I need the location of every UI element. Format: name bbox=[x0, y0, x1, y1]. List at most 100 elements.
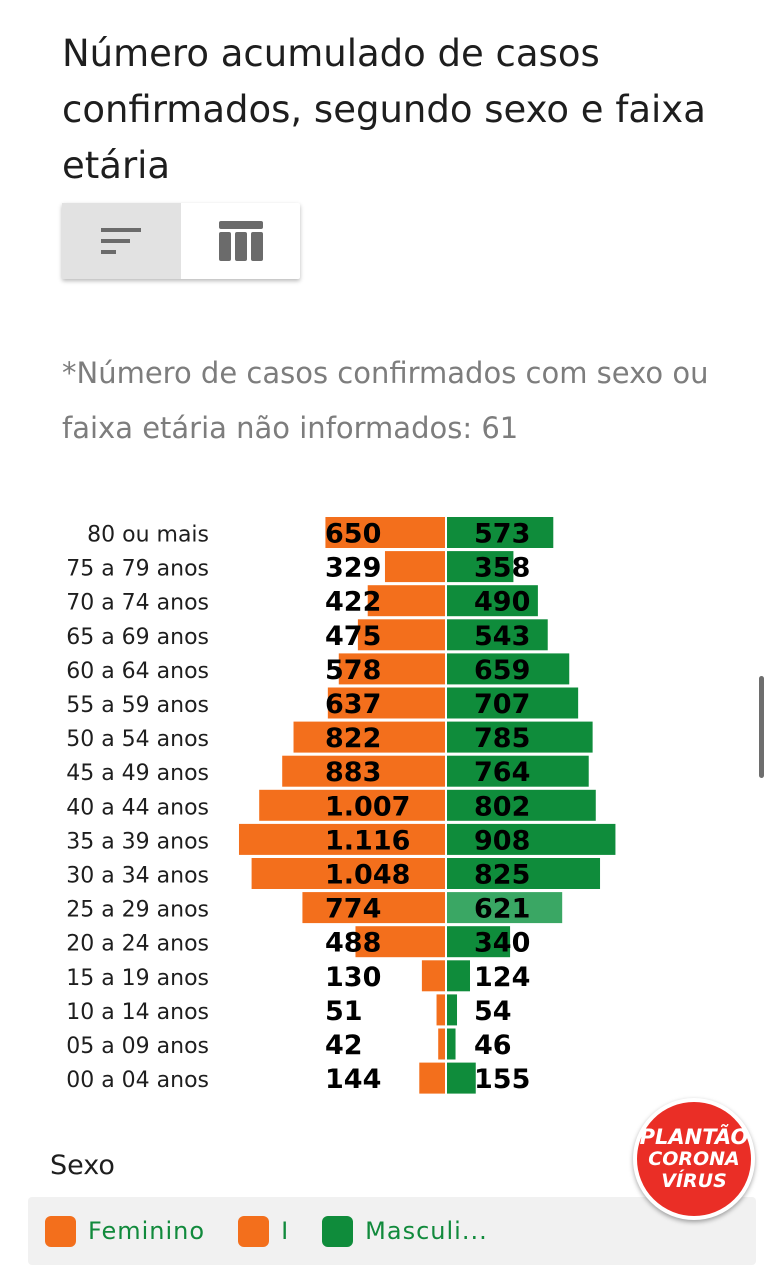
bar-feminino bbox=[302, 892, 446, 924]
age-group-label: 50 a 54 anos bbox=[66, 727, 209, 752]
view-toggle bbox=[62, 203, 300, 279]
bar-masculino bbox=[447, 721, 593, 753]
bar-feminino bbox=[436, 994, 446, 1026]
data-label-feminino: 42 bbox=[325, 1030, 363, 1061]
bar-masculino bbox=[447, 926, 511, 958]
table-view-button[interactable] bbox=[181, 203, 300, 279]
bar-masculino bbox=[447, 687, 579, 719]
data-label-feminino: 329 bbox=[325, 553, 381, 584]
data-label-feminino: 1.116 bbox=[325, 825, 410, 856]
data-label-masculino: 764 bbox=[474, 757, 530, 788]
data-label-masculino: 707 bbox=[474, 689, 530, 720]
age-group-label: 15 a 19 anos bbox=[66, 966, 209, 991]
bar-feminino bbox=[327, 687, 446, 719]
bar-masculino bbox=[447, 994, 458, 1026]
data-label-masculino: 908 bbox=[474, 825, 530, 856]
legend-item-i[interactable]: I bbox=[238, 1215, 290, 1247]
bar-feminino bbox=[357, 619, 446, 651]
age-group-label: 60 a 64 anos bbox=[66, 659, 209, 684]
bar-feminino bbox=[419, 1062, 446, 1094]
age-group-label: 80 ou mais bbox=[87, 523, 209, 548]
bar-masculino bbox=[447, 619, 548, 651]
age-group-label: 45 a 49 anos bbox=[66, 761, 209, 786]
bar-feminino bbox=[238, 823, 446, 855]
bar-feminino bbox=[282, 755, 446, 787]
data-label-feminino: 51 bbox=[325, 996, 363, 1027]
data-label-masculino: 543 bbox=[474, 621, 530, 652]
bar-chart-icon bbox=[100, 228, 141, 254]
bar-feminino bbox=[384, 551, 446, 583]
bar-masculino bbox=[447, 789, 596, 821]
bar-masculino bbox=[447, 585, 538, 617]
data-label-masculino: 54 bbox=[474, 996, 512, 1027]
badge-line-1: PLANTÃO bbox=[639, 1125, 749, 1149]
legend: Feminino I Masculi... bbox=[28, 1197, 756, 1265]
data-label-masculino: 785 bbox=[474, 723, 530, 754]
age-group-label: 25 a 29 anos bbox=[66, 898, 209, 923]
data-label-masculino: 358 bbox=[474, 553, 530, 584]
data-label-feminino: 1.007 bbox=[325, 791, 410, 822]
data-label-masculino: 340 bbox=[474, 928, 530, 959]
bar-feminino bbox=[367, 585, 446, 617]
bar-masculino bbox=[447, 551, 514, 583]
legend-item-masculino[interactable]: Masculi... bbox=[322, 1215, 488, 1247]
data-label-feminino: 488 bbox=[325, 928, 381, 959]
bar-masculino bbox=[447, 892, 563, 924]
badge-line-2: CORONA bbox=[648, 1148, 740, 1170]
bar-masculino bbox=[447, 1028, 456, 1060]
population-pyramid-chart: 80 ou mais 650 573 75 a 79 anos 329 358 70 a 7… bbox=[66, 515, 616, 1097]
scrollbar[interactable] bbox=[759, 676, 764, 778]
bar-feminino bbox=[421, 960, 446, 992]
bar-masculino bbox=[447, 858, 601, 889]
age-group-label: 10 a 14 anos bbox=[66, 1000, 209, 1025]
bar-feminino bbox=[259, 789, 446, 821]
data-label-feminino: 637 bbox=[325, 689, 381, 720]
missing-data-note: *Número de casos confirmados com sexo ou… bbox=[62, 356, 709, 445]
data-label-masculino: 573 bbox=[474, 519, 530, 550]
bar-masculino bbox=[447, 517, 554, 548]
data-label-masculino: 802 bbox=[474, 791, 530, 822]
bar-feminino bbox=[338, 653, 446, 685]
legend-item-feminino[interactable]: Feminino bbox=[45, 1215, 206, 1247]
age-group-label: 65 a 69 anos bbox=[66, 625, 209, 650]
data-label-feminino: 774 bbox=[325, 894, 381, 925]
data-label-feminino: 822 bbox=[325, 723, 381, 754]
data-label-feminino: 144 bbox=[325, 1064, 381, 1095]
bar-feminino bbox=[325, 517, 446, 548]
legend-swatch bbox=[322, 1215, 354, 1247]
data-label-feminino: 578 bbox=[325, 655, 381, 686]
table-icon bbox=[218, 221, 263, 261]
bar-masculino bbox=[447, 960, 471, 992]
bar-feminino bbox=[293, 721, 446, 753]
bar-feminino bbox=[251, 858, 446, 889]
legend-swatch bbox=[45, 1215, 76, 1247]
age-group-label: 40 a 44 anos bbox=[66, 795, 209, 820]
data-label-masculino: 155 bbox=[474, 1064, 530, 1095]
age-group-label: 30 a 34 anos bbox=[66, 864, 209, 889]
bar-masculino bbox=[447, 755, 589, 787]
data-label-masculino: 621 bbox=[474, 894, 530, 925]
age-group-label: 05 a 09 anos bbox=[66, 1034, 209, 1059]
data-label-masculino: 490 bbox=[474, 587, 530, 618]
age-group-label: 75 a 79 anos bbox=[66, 557, 209, 582]
legend-label: Feminino bbox=[88, 1217, 206, 1245]
data-label-masculino: 659 bbox=[474, 655, 530, 686]
chart-title: Número acumulado de casos confirmados, s… bbox=[62, 32, 706, 187]
data-label-feminino: 422 bbox=[325, 587, 381, 618]
age-group-label: 20 a 24 anos bbox=[66, 932, 209, 957]
bar-masculino bbox=[447, 653, 570, 685]
data-label-feminino: 130 bbox=[325, 962, 381, 993]
legend-label: Masculi... bbox=[365, 1217, 488, 1245]
legend-label: I bbox=[281, 1217, 290, 1245]
data-label-feminino: 883 bbox=[325, 757, 381, 788]
plantao-corona-virus-badge[interactable]: PLANTÃO CORONA VÍRUS bbox=[633, 1098, 755, 1220]
age-group-label: 00 a 04 anos bbox=[66, 1068, 209, 1093]
age-group-label: 70 a 74 anos bbox=[66, 591, 209, 616]
data-label-feminino: 1.048 bbox=[325, 860, 410, 891]
data-label-masculino: 124 bbox=[474, 962, 530, 993]
badge-line-3: VÍRUS bbox=[661, 1170, 727, 1192]
legend-title: Sexo bbox=[50, 1150, 115, 1181]
data-label-masculino: 825 bbox=[474, 860, 530, 891]
chart-view-button[interactable] bbox=[62, 203, 181, 279]
bar-masculino bbox=[447, 1062, 476, 1094]
